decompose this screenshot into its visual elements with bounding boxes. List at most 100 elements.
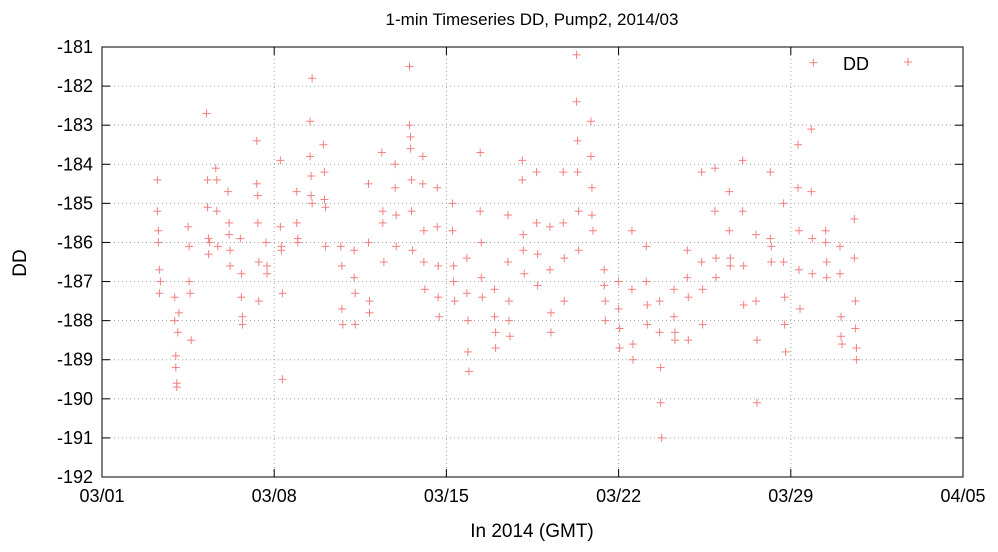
data-point: [320, 168, 329, 177]
data-point: [545, 222, 554, 231]
y-tick-label: -183: [57, 115, 93, 135]
data-point: [615, 324, 624, 333]
legend-label: DD: [843, 54, 869, 74]
data-point: [627, 285, 636, 294]
data-point: [225, 218, 234, 227]
data-point: [781, 347, 790, 356]
data-point: [519, 246, 528, 255]
data-point: [225, 230, 234, 239]
data-point: [308, 199, 317, 208]
data-point: [263, 269, 272, 278]
x-axis-label: In 2014 (GMT): [470, 521, 594, 542]
data-point: [726, 261, 735, 270]
data-point: [306, 117, 315, 126]
data-point: [477, 273, 486, 282]
data-point: [292, 218, 301, 227]
data-point: [793, 140, 802, 149]
data-point: [519, 230, 528, 239]
data-point: [643, 320, 652, 329]
data-point: [278, 375, 287, 384]
data-point: [586, 152, 595, 161]
data-point: [174, 308, 183, 317]
data-point: [739, 261, 748, 270]
data-point: [306, 152, 315, 161]
data-point: [238, 312, 247, 321]
y-tick-label: -186: [57, 232, 93, 252]
data-point: [276, 156, 285, 165]
data-point: [546, 308, 555, 317]
data-point: [710, 164, 719, 173]
data-point: [821, 226, 830, 235]
data-point: [237, 293, 246, 302]
data-point: [186, 289, 195, 298]
data-point: [601, 297, 610, 306]
data-point: [448, 199, 457, 208]
data-point: [153, 207, 162, 216]
data-point: [751, 230, 760, 239]
data-point: [643, 301, 652, 309]
data-point: [698, 285, 707, 294]
data-point: [560, 297, 569, 306]
data-point: [767, 258, 776, 266]
data-point: [600, 281, 609, 290]
data-point: [476, 148, 485, 157]
data-point: [463, 347, 472, 356]
y-tick-label: -185: [57, 193, 93, 213]
data-point: [205, 238, 214, 247]
data-point: [154, 226, 163, 235]
data-point: [155, 265, 164, 274]
data-point: [573, 136, 582, 145]
data-point: [573, 168, 582, 177]
data-point: [253, 218, 262, 227]
data-point: [204, 234, 213, 243]
y-tick-label: -188: [57, 311, 93, 331]
data-point: [669, 312, 678, 321]
data-point: [253, 191, 262, 200]
data-point: [656, 398, 665, 407]
data-point: [420, 285, 429, 294]
data-point: [350, 273, 359, 282]
data-point: [170, 316, 179, 325]
data-point: [263, 261, 272, 270]
data-point: [766, 234, 775, 243]
data-point: [187, 336, 196, 345]
plot-area-frame: [101, 46, 964, 478]
data-point: [852, 355, 861, 364]
data-point: [379, 258, 388, 266]
data-point: [351, 320, 360, 329]
y-tick-label: -192: [57, 467, 93, 487]
data-point: [202, 109, 211, 118]
data-point: [655, 328, 664, 337]
data-point: [807, 125, 816, 134]
data-point: [808, 234, 817, 243]
data-point: [572, 97, 581, 106]
data-point: [170, 293, 179, 302]
data-point: [203, 175, 212, 184]
data-point: [490, 285, 499, 294]
data-point: [173, 328, 182, 337]
data-point: [518, 175, 527, 184]
x-tick-label: 03/08: [252, 486, 297, 506]
data-point: [503, 258, 512, 266]
data-point: [405, 62, 414, 71]
data-point: [171, 351, 180, 360]
data-point: [780, 320, 789, 329]
data-point: [711, 254, 720, 263]
data-point: [365, 297, 374, 306]
data-point: [504, 297, 513, 306]
data-point: [213, 242, 222, 251]
data-point: [505, 332, 514, 341]
data-point: [766, 168, 775, 177]
data-point: [698, 320, 707, 329]
data-point: [449, 261, 458, 270]
data-point: [463, 316, 472, 325]
data-point: [491, 328, 500, 337]
data-point: [212, 207, 221, 216]
data-point: [172, 383, 181, 392]
data-point: [560, 254, 569, 263]
legend-marker: [904, 58, 912, 66]
data-point: [614, 277, 623, 286]
data-point: [796, 304, 805, 313]
data-point: [262, 238, 270, 247]
